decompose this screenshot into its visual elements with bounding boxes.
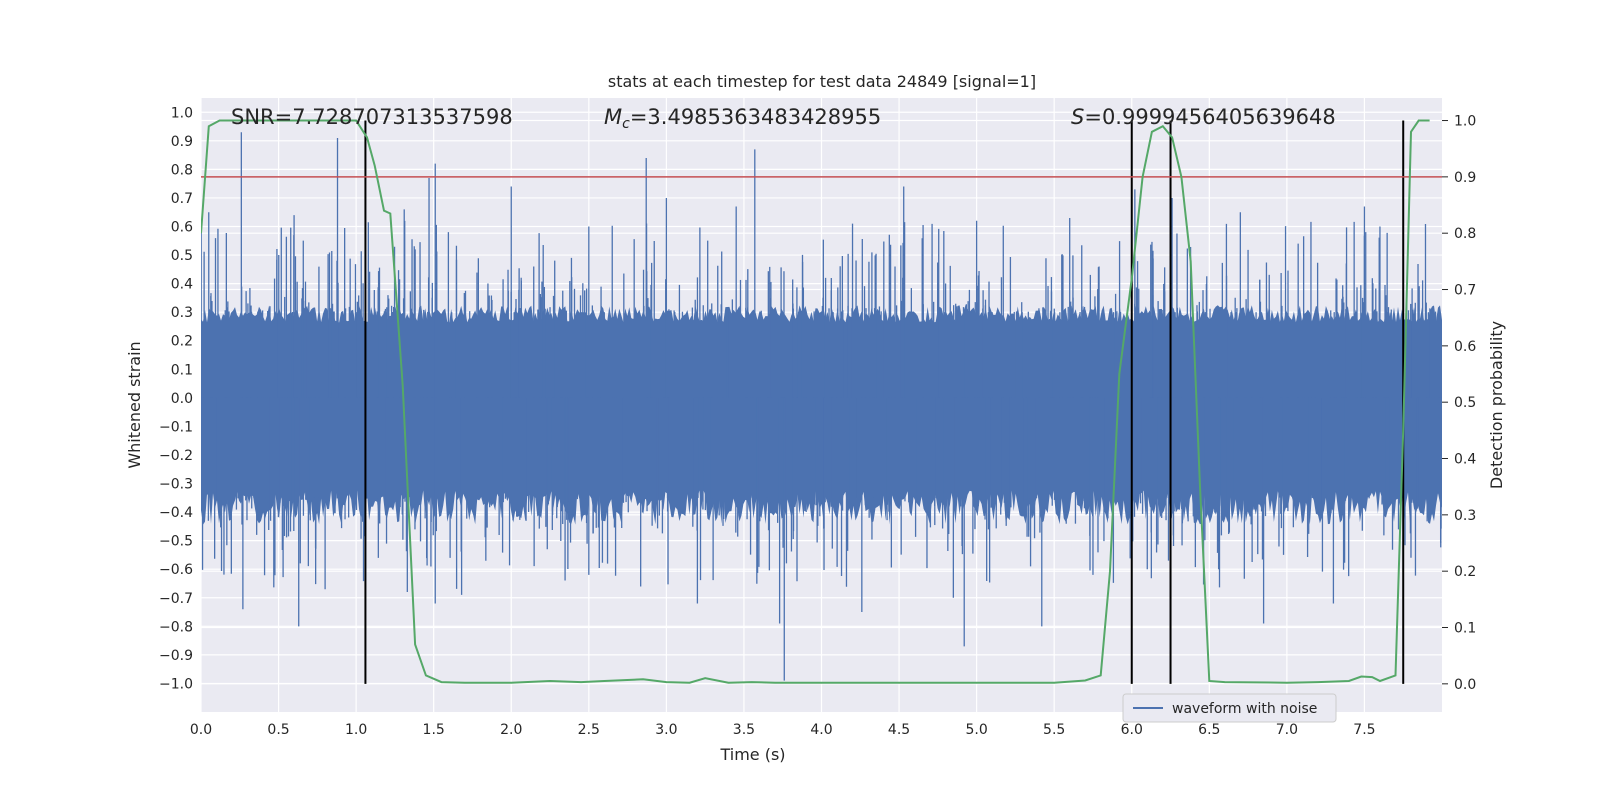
y-tick-label: 0.6 (171, 220, 193, 236)
y-tick-label: 0.9 (171, 134, 193, 150)
y-axis-label: Whitened strain (125, 341, 144, 468)
y-tick-label: −0.1 (159, 419, 193, 435)
y-tick-label: 0.8 (171, 162, 193, 178)
waveform-series (201, 132, 1442, 681)
x-tick-label: 0.5 (267, 722, 289, 738)
score-annotation: S=0.9999456405639648 (1071, 105, 1336, 129)
chirp-mass-symbol: M (604, 105, 622, 129)
y2-tick-label: 0.6 (1454, 339, 1476, 355)
y2-tick-label: 1.0 (1454, 114, 1476, 130)
y2-tick-label: 0.0 (1454, 677, 1476, 693)
x-tick-label: 1.5 (423, 722, 445, 738)
y-tick-label: −0.3 (159, 477, 193, 493)
x-tick-label: 4.5 (888, 722, 910, 738)
y-axis-ticks: 1.0 0.9 0.8 0.7 0.6 0.5 0.4 0.3 0.2 0.1 0.0 −0.1 −0.… (159, 105, 193, 692)
y2-tick-label: 0.7 (1454, 283, 1476, 299)
x-tick-label: 0.0 (190, 722, 212, 738)
x-tick-label: 4.0 (810, 722, 832, 738)
y2-tick-label: 0.4 (1454, 452, 1476, 468)
x-tick-label: 3.5 (733, 722, 755, 738)
y-tick-label: −0.9 (159, 648, 193, 664)
y2-tick-label: 0.5 (1454, 395, 1476, 411)
x-tick-label: 7.5 (1353, 722, 1375, 738)
y-tick-label: −1.0 (159, 676, 193, 692)
legend: waveform with noise (1122, 693, 1337, 723)
x-axis-label: Time (s) (719, 745, 785, 764)
x-tick-label: 2.5 (578, 722, 600, 738)
legend-label: waveform with noise (1172, 701, 1317, 717)
y2-tick-label: 0.2 (1454, 564, 1476, 580)
x-tick-label: 2.0 (500, 722, 522, 738)
y-tick-label: 0.2 (171, 334, 193, 350)
x-axis-ticks: 0.0 0.5 1.0 1.5 2.0 2.5 3.0 3.5 4.0 4.5 5.0 5.5 6.0 6… (190, 722, 1376, 738)
score-value: =0.9999456405639648 (1084, 105, 1335, 129)
score-symbol: S (1071, 105, 1084, 129)
x-tick-label: 1.0 (345, 722, 367, 738)
x-tick-label: 3.0 (655, 722, 677, 738)
y-tick-label: −0.4 (159, 505, 193, 521)
y2-axis-label: Detection probability (1487, 321, 1506, 489)
y-tick-label: −0.6 (159, 562, 193, 578)
y-tick-label: 0.0 (171, 391, 193, 407)
detection-probability-line (201, 119, 1430, 684)
y-tick-label: 0.1 (171, 362, 193, 378)
y-tick-label: 0.4 (171, 277, 193, 293)
x-tick-label: 7.0 (1276, 722, 1298, 738)
y-tick-label: 0.7 (171, 191, 193, 207)
y-tick-label: −0.5 (159, 534, 193, 550)
chirp-mass-subscript: c (622, 116, 630, 132)
y-tick-label: −0.8 (159, 619, 193, 635)
chart-title: stats at each timestep for test data 248… (608, 72, 1036, 91)
x-tick-label: 5.5 (1043, 722, 1065, 738)
y2-tick-label: 0.1 (1454, 621, 1476, 637)
y2-tick-label: 0.9 (1454, 170, 1476, 186)
y-tick-label: 1.0 (171, 105, 193, 121)
y-tick-label: 0.3 (171, 305, 193, 321)
legend-box (1122, 693, 1337, 723)
y2-tick-label: 0.8 (1454, 226, 1476, 242)
x-tick-label: 5.0 (965, 722, 987, 738)
chirp-mass-value: =3.4985363483428955 (630, 105, 881, 129)
plot-area (201, 119, 1442, 684)
y-tick-label: 0.5 (171, 248, 193, 264)
snr-annotation: SNR=7.728707313537598 (231, 105, 513, 129)
y-tick-label: −0.7 (159, 591, 193, 607)
y-tick-label: −0.2 (159, 448, 193, 464)
x-tick-label: 6.5 (1198, 722, 1220, 738)
x-tick-label: 6.0 (1121, 722, 1143, 738)
y2-axis-ticks: 1.0 0.9 0.8 0.7 0.6 0.5 0.4 0.3 0.2 0.1 0.0 (1442, 114, 1476, 693)
chirp-mass-annotation: Mc=3.4985363483428955 (604, 105, 881, 132)
y2-tick-label: 0.3 (1454, 508, 1476, 524)
